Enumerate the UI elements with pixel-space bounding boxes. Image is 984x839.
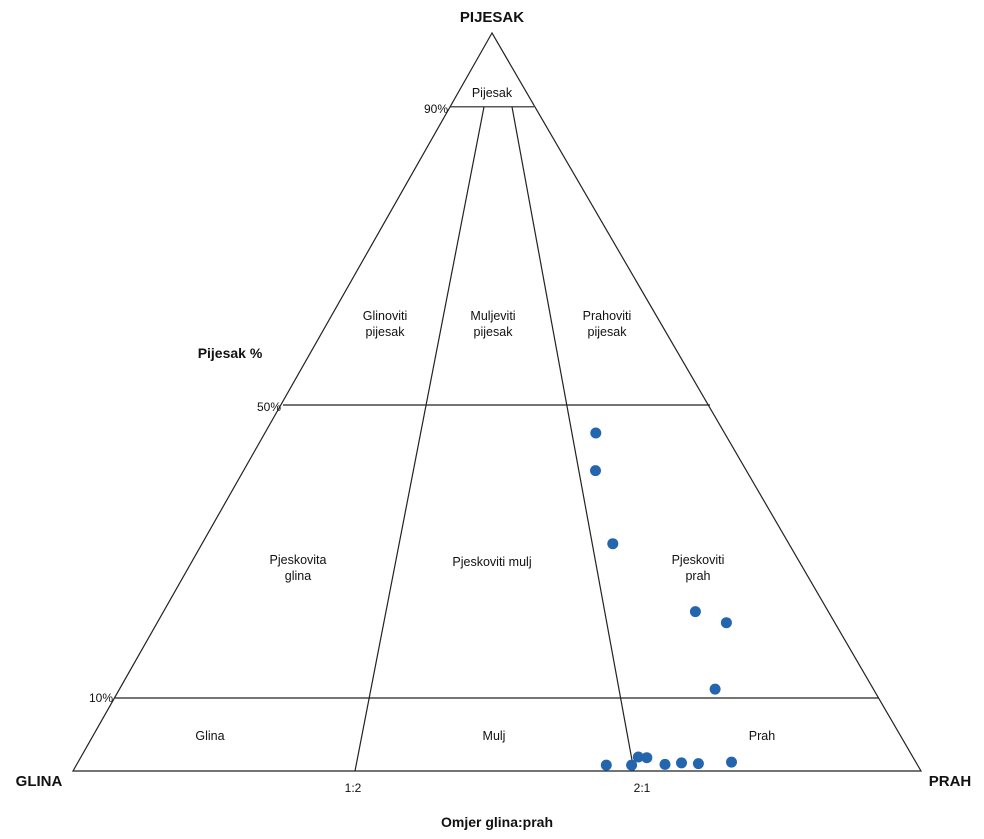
region-glina: Glina [195,729,224,743]
region-prahoviti-pijesak: Prahoviti pijesak [583,309,632,339]
region-mulj: Mulj [483,729,506,743]
outer-triangle [71,31,923,772]
data-point [726,756,737,768]
data-point [676,757,687,769]
data-points [590,427,737,771]
data-point [632,751,644,763]
region-pjeskoviti-mulj: Pjeskoviti mulj [452,555,531,569]
region-pijesak: Pijesak [472,86,513,100]
data-point [600,759,612,771]
sand-axis-title: Pijesak % [198,345,263,361]
region-pjeskovita-glina: Pjeskovita glina [270,553,327,583]
tick-90: 90% [424,102,448,116]
corner-left-label: GLINA [16,773,63,790]
ratio-line-2-1 [511,106,635,772]
data-point [607,538,619,550]
ratio-axis-title: Omjer glina:prah [441,814,553,830]
data-point [641,752,653,764]
region-muljeviti-pijesak: Muljeviti pijesak [470,309,515,339]
ratio-line-1-2 [354,106,485,772]
corner-right-label: PRAH [929,773,972,790]
data-point [626,759,638,771]
data-point [692,758,704,770]
data-point [590,465,601,477]
region-glinoviti-pijesak: Glinoviti pijesak [363,309,407,339]
data-point [689,606,701,618]
data-point [709,683,721,695]
data-point [720,617,732,629]
tick-50: 50% [257,400,281,414]
ratio-tick-1-2: 1:2 [345,781,362,795]
region-pjeskoviti-prah: Pjeskoviti prah [672,553,725,583]
data-point [659,758,671,770]
tick-10: 10% [89,691,113,705]
corner-top-label: PIJESAK [460,9,524,26]
ratio-tick-2-1: 2:1 [634,781,651,795]
region-prah: Prah [749,729,775,743]
data-point [590,427,602,439]
